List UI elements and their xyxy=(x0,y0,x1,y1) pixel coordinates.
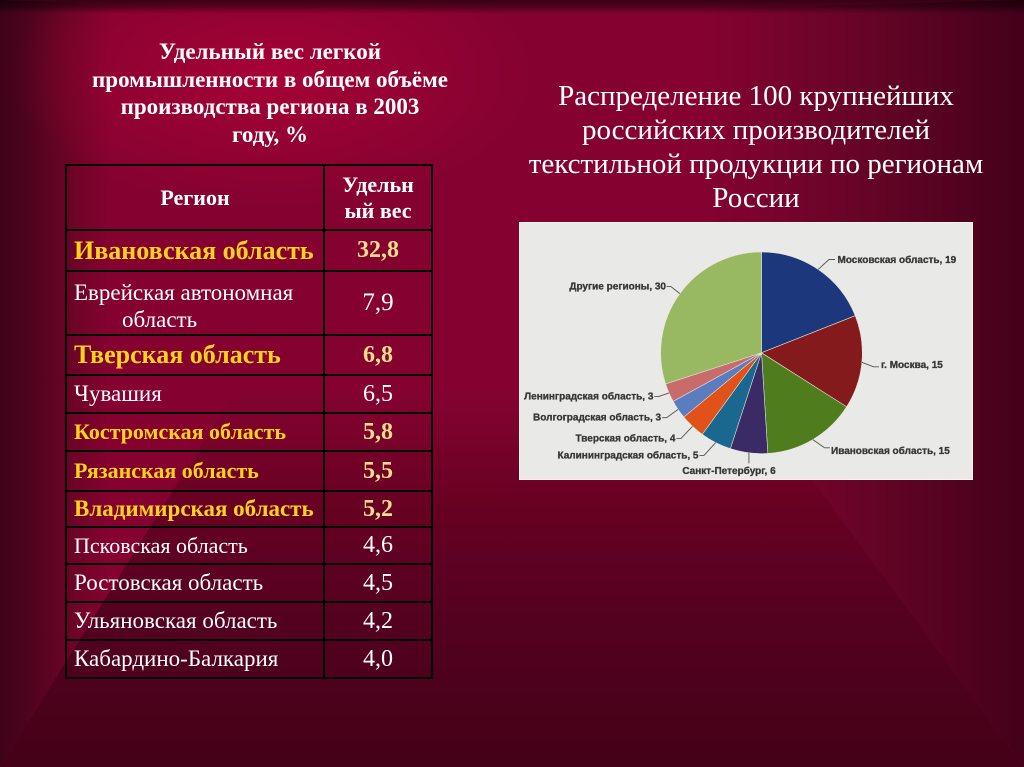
svg-text:Санкт-Петербург, 6: Санкт-Петербург, 6 xyxy=(682,465,776,477)
svg-text:Московская область, 19: Московская область, 19 xyxy=(838,254,957,266)
svg-text:Тверская область, 4: Тверская область, 4 xyxy=(576,432,676,444)
svg-text:г. Москва, 15: г. Москва, 15 xyxy=(881,360,943,371)
svg-text:Другие регионы, 30: Другие регионы, 30 xyxy=(569,282,666,293)
svg-text:Калининградская область, 5: Калининградская область, 5 xyxy=(558,450,699,462)
svg-text:Ленинградская область, 3: Ленинградская область, 3 xyxy=(524,391,654,403)
svg-text:Ивановская область, 15: Ивановская область, 15 xyxy=(831,445,950,457)
svg-text:Волгоградская область, 3: Волгоградская область, 3 xyxy=(533,412,661,424)
